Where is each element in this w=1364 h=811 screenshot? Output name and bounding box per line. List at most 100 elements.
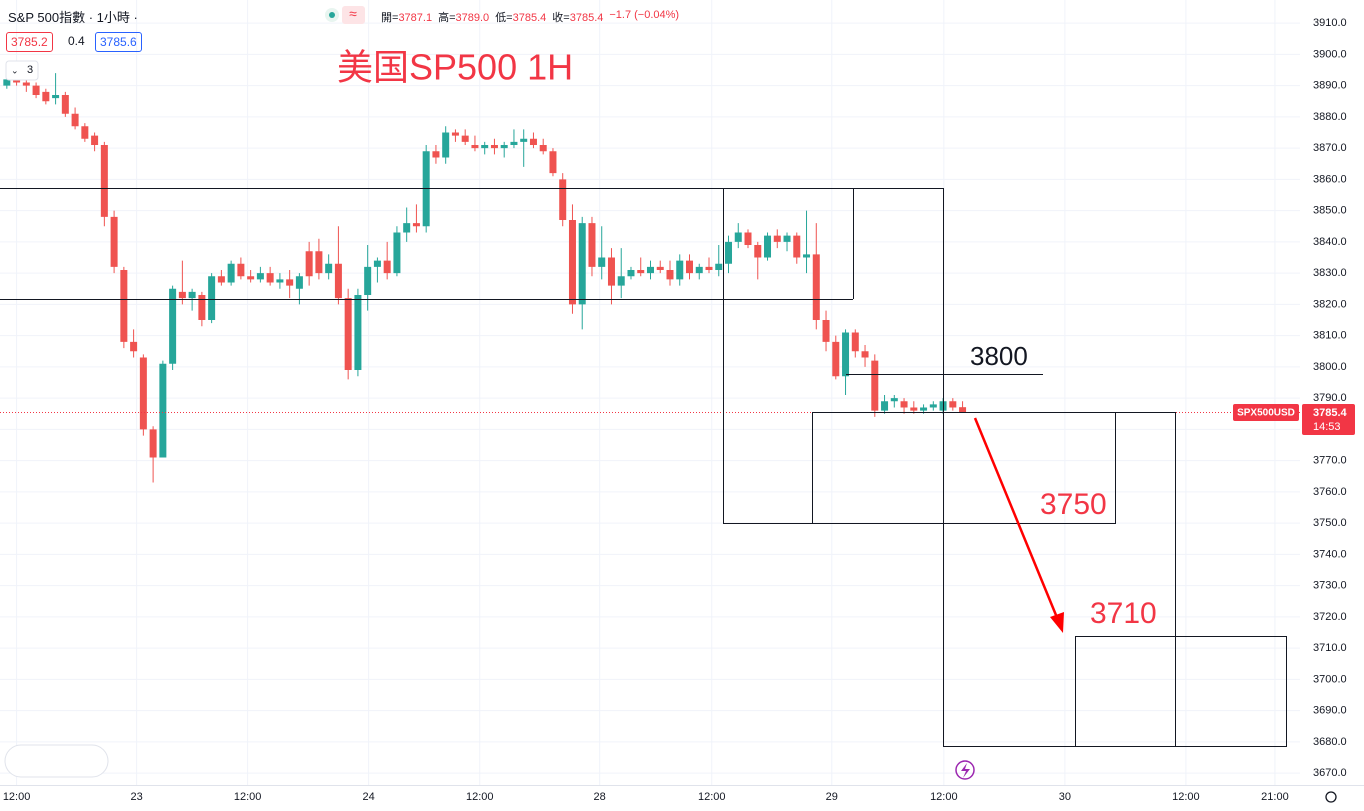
candle-body: [325, 263, 333, 274]
ohlc-item: 收=3785.4: [552, 9, 603, 25]
candle-body: [500, 145, 508, 149]
candle-body: [403, 223, 411, 233]
candle-body: [61, 95, 69, 114]
candle-body: [188, 291, 196, 299]
y-tick-label: 3900.0: [1313, 48, 1347, 60]
candle-body: [295, 276, 303, 289]
candle-body: [842, 332, 850, 377]
ohlc-change: −1.7 (−0.04%): [609, 9, 680, 21]
candle-body: [812, 254, 820, 320]
candle-body: [598, 257, 606, 267]
candle-body: [773, 235, 781, 242]
candle-body: [871, 360, 879, 411]
candle-body: [3, 79, 11, 86]
y-tick-label: 3670.0: [1313, 767, 1347, 779]
candle-body: [266, 273, 274, 283]
x-tick-label: 12:00: [698, 791, 726, 803]
candle-body: [110, 216, 118, 267]
candle-body: [442, 132, 450, 158]
status-dot: [329, 12, 335, 18]
candle-body: [149, 429, 157, 458]
candle-body: [529, 138, 537, 145]
y-tick-label: 3710.0: [1313, 642, 1347, 654]
x-tick-label: 12:00: [466, 791, 494, 803]
y-tick-label: 3680.0: [1313, 736, 1347, 748]
y-tick-label: 3750.0: [1313, 517, 1347, 529]
y-tick-label: 3890.0: [1313, 80, 1347, 92]
x-tick-label: 23: [131, 791, 143, 803]
candle-body: [861, 351, 869, 358]
y-tick-label: 3820.0: [1313, 298, 1347, 310]
candle-body: [198, 295, 206, 320]
candle-body: [559, 179, 567, 220]
ohlc-value: 3785.4: [512, 12, 547, 24]
candle-body: [373, 260, 381, 267]
candle-body: [344, 298, 352, 370]
candle-body: [832, 341, 840, 377]
candle-body: [734, 232, 742, 242]
search-pill[interactable]: [4, 744, 109, 778]
annotation: 3710: [1090, 597, 1157, 630]
candle-body: [851, 332, 859, 352]
candle-body: [237, 263, 245, 277]
bid-price[interactable]: 3785.2: [6, 32, 53, 52]
candle-body: [286, 279, 294, 286]
event-icon[interactable]: [955, 760, 975, 780]
candle-body: [139, 357, 147, 430]
y-tick-label: 3770.0: [1313, 455, 1347, 467]
candle-body: [920, 407, 928, 411]
candle-body: [910, 407, 918, 411]
candle-body: [695, 266, 703, 274]
ohlc-value: 3787.1: [398, 12, 433, 24]
ask-price[interactable]: 3785.6: [95, 32, 142, 52]
candle-body: [461, 135, 469, 142]
candle-body: [510, 141, 518, 145]
candle-body: [227, 263, 235, 283]
y-tick-label: 3700.0: [1313, 673, 1347, 685]
candle-body: [666, 270, 674, 280]
spread: 0.4: [68, 34, 85, 48]
drawings: [0, 188, 1287, 747]
ohlc-value: 3789.0: [455, 12, 490, 24]
x-tick-label: 12:00: [930, 791, 958, 803]
candle-body: [627, 270, 635, 277]
candle-body: [568, 220, 576, 305]
candle-body: [22, 82, 30, 86]
y-tick-label: 3740.0: [1313, 548, 1347, 560]
ohlc-label: 低=: [495, 12, 513, 24]
y-tick-label: 3730.0: [1313, 580, 1347, 592]
candle-body: [71, 113, 79, 127]
candle-body: [715, 263, 723, 270]
ohlc-label: 開=: [381, 12, 399, 24]
candle-body: [91, 135, 99, 145]
price-tag-value: 3785.4: [1313, 407, 1348, 419]
candle-body: [676, 260, 684, 280]
candle-body: [130, 341, 138, 352]
countdown: 14:53: [1313, 421, 1341, 433]
candle-body: [471, 145, 479, 149]
candle-body: [705, 266, 713, 270]
x-tick-label: 12:00: [234, 791, 262, 803]
y-tick-label: 3870.0: [1313, 142, 1347, 154]
ohlc-legend: 開=3787.1 高=3789.0 低=3785.4 收=3785.4 −1.7…: [381, 9, 679, 25]
candle-body: [481, 145, 489, 149]
drawing-rect: [1075, 636, 1287, 747]
candle-body: [754, 245, 762, 258]
candle-body: [881, 401, 889, 411]
y-tick-label: 3830.0: [1313, 267, 1347, 279]
candle-body: [81, 126, 89, 139]
y-tick-label: 3790.0: [1313, 392, 1347, 404]
candle-body: [783, 235, 791, 242]
x-tick-label: 28: [594, 791, 606, 803]
candle-body: [803, 254, 811, 258]
indicator-toggle[interactable]: [5, 60, 39, 81]
axes: 3670.0 3680.0 3690.0 3700.0 3710.0 3720.0 3730…: [3, 17, 1347, 803]
candle-body: [354, 295, 362, 370]
candle-body: [178, 291, 186, 299]
settings-icon[interactable]: [1325, 791, 1337, 803]
x-tick-label: 12:00: [3, 791, 31, 803]
market-badge: [342, 6, 365, 24]
symbol-tag-text: SPX500USD: [1237, 408, 1295, 419]
candle-body: [744, 232, 752, 245]
